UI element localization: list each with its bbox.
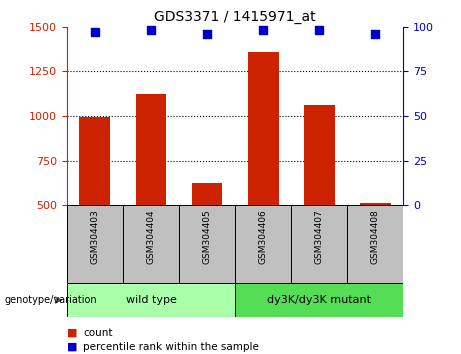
Text: count: count: [83, 328, 112, 338]
Bar: [67, 205, 123, 283]
Bar: [304, 105, 335, 205]
Point: [203, 31, 211, 36]
Bar: [235, 283, 403, 317]
Text: GSM304408: GSM304408: [371, 209, 380, 264]
Text: percentile rank within the sample: percentile rank within the sample: [83, 342, 259, 352]
Bar: [360, 202, 391, 205]
Text: GSM304404: GSM304404: [147, 209, 155, 264]
Bar: [123, 205, 179, 283]
Text: GSM304403: GSM304403: [90, 209, 100, 264]
Bar: [179, 205, 235, 283]
Bar: [67, 283, 235, 317]
Text: dy3K/dy3K mutant: dy3K/dy3K mutant: [267, 295, 371, 305]
Title: GDS3371 / 1415971_at: GDS3371 / 1415971_at: [154, 10, 316, 24]
Point: [91, 29, 99, 35]
Bar: [235, 205, 291, 283]
Text: ■: ■: [67, 328, 77, 338]
Point: [315, 27, 323, 33]
Bar: [248, 52, 278, 205]
Text: ■: ■: [67, 342, 77, 352]
Text: wild type: wild type: [125, 295, 177, 305]
Point: [260, 27, 267, 33]
Text: GSM304407: GSM304407: [315, 209, 324, 264]
Text: GSM304405: GSM304405: [202, 209, 212, 264]
Bar: [79, 117, 110, 205]
Point: [372, 31, 379, 36]
Bar: [347, 205, 403, 283]
Text: genotype/variation: genotype/variation: [5, 295, 97, 305]
Bar: [136, 93, 166, 205]
Point: [147, 27, 154, 33]
Text: GSM304406: GSM304406: [259, 209, 268, 264]
Bar: [291, 205, 347, 283]
Bar: [192, 183, 223, 205]
